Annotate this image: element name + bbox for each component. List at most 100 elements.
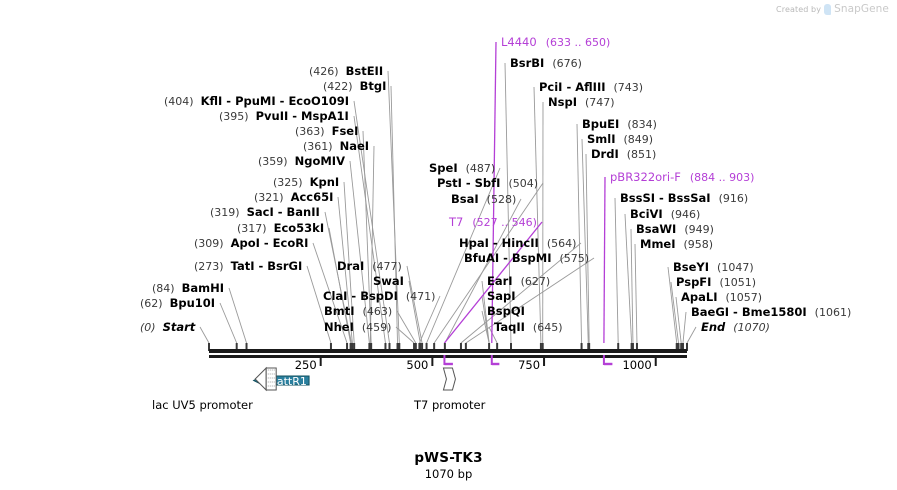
enzyme-name: BseYI bbox=[673, 260, 710, 274]
feature-annotation-label: L4440 (633 .. 650) bbox=[501, 36, 610, 49]
promoter-glyph[interactable] bbox=[254, 366, 277, 392]
enzyme-label: (361) NaeI bbox=[303, 140, 369, 153]
feature-arrow-label: attR1 bbox=[277, 375, 307, 388]
enzyme-name: PciI - AflIII bbox=[539, 80, 606, 94]
feature-span-mark bbox=[490, 355, 500, 366]
enzyme-position: (422) bbox=[323, 80, 353, 93]
enzyme-name: SpeI bbox=[429, 161, 458, 175]
enzyme-name: NaeI bbox=[339, 139, 370, 153]
enzyme-label: (319) SacI - BanII bbox=[210, 206, 320, 219]
promoter-glyph[interactable] bbox=[442, 367, 456, 391]
enzyme-name: TaqII bbox=[494, 320, 525, 334]
enzyme-label: NheI (459) bbox=[324, 321, 391, 334]
enzyme-name: BsaI bbox=[451, 192, 479, 206]
enzyme-position: (404) bbox=[164, 95, 194, 108]
enzyme-label: EarI (627) bbox=[487, 275, 550, 288]
enzyme-label: (422) BtgI bbox=[323, 80, 386, 93]
enzyme-position: (1070) bbox=[733, 321, 770, 334]
enzyme-name: BmtI bbox=[324, 304, 355, 318]
enzyme-label: (62) Bpu10I bbox=[140, 297, 215, 310]
enzyme-position: (325) bbox=[273, 176, 303, 189]
enzyme-name: PvuII - MspA1I bbox=[255, 109, 349, 123]
enzyme-name: BsrBI bbox=[510, 56, 545, 70]
enzyme-position: (1047) bbox=[717, 261, 754, 274]
enzyme-label: DrdI (851) bbox=[591, 148, 656, 161]
enzyme-name: ApaLI bbox=[681, 290, 718, 304]
enzyme-name: BpuEI bbox=[582, 117, 620, 131]
ruler-tick-label: 250 bbox=[295, 358, 317, 372]
enzyme-label: HpaI - HincII (564) bbox=[459, 237, 576, 250]
title-block: pWS-TK3 1070 bp bbox=[0, 450, 897, 481]
enzyme-name: HpaI - HincII bbox=[459, 236, 539, 250]
feature-annotation-label: T7 (527 .. 546) bbox=[449, 216, 537, 229]
feature-annotation-label: pBR322ori-F (884 .. 903) bbox=[610, 171, 754, 184]
enzyme-name: Acc65I bbox=[290, 190, 334, 204]
ruler-tick-label: 500 bbox=[406, 358, 428, 372]
feature-name: L4440 bbox=[501, 35, 537, 49]
enzyme-position: (319) bbox=[210, 206, 240, 219]
enzyme-position: (834) bbox=[627, 118, 657, 131]
enzyme-position: (627) bbox=[520, 275, 551, 288]
enzyme-label: BsaI (528) bbox=[451, 193, 516, 206]
enzyme-position: (0) bbox=[140, 321, 156, 334]
enzyme-position: (363) bbox=[295, 125, 325, 138]
enzyme-position: (916) bbox=[718, 192, 749, 205]
enzyme-label: (426) BstEII bbox=[309, 65, 383, 78]
enzyme-label: BssSI - BssSaI (916) bbox=[620, 192, 748, 205]
feature-span-mark bbox=[443, 355, 453, 366]
ruler-tick-label: 750 bbox=[518, 358, 540, 372]
enzyme-label: (359) NgoMIV bbox=[258, 155, 345, 168]
enzyme-position: (958) bbox=[683, 238, 714, 251]
enzyme-name: NheI bbox=[324, 320, 354, 334]
enzyme-label: (363) FseI bbox=[295, 125, 358, 138]
enzyme-position: (676) bbox=[552, 57, 582, 70]
enzyme-position: (361) bbox=[303, 140, 333, 153]
enzyme-position: (426) bbox=[309, 65, 339, 78]
snapgene-watermark: Created by SnapGene bbox=[776, 3, 889, 15]
enzyme-name: BfuAI - BspMI bbox=[464, 251, 552, 265]
enzyme-label: (0) Start bbox=[140, 321, 195, 334]
enzyme-name: BtgI bbox=[359, 79, 387, 93]
enzyme-label: DraI (477) bbox=[337, 260, 402, 273]
enzyme-label: TaqII (645) bbox=[494, 321, 563, 334]
enzyme-label: BfuAI - BspMI (575) bbox=[464, 252, 589, 265]
enzyme-position: (564) bbox=[546, 237, 577, 250]
enzyme-position: (946) bbox=[670, 208, 701, 221]
enzyme-name: Bpu10I bbox=[169, 296, 216, 310]
enzyme-name: ClaI - BspDI bbox=[323, 289, 398, 303]
enzyme-label: (395) PvuII - MspA1I bbox=[219, 110, 349, 123]
enzyme-label: BspQI bbox=[487, 305, 525, 317]
feature-span-mark bbox=[602, 355, 613, 366]
enzyme-name: FseI bbox=[331, 124, 359, 138]
enzyme-position: (84) bbox=[152, 282, 175, 295]
feature-range: (633 .. 650) bbox=[545, 36, 611, 49]
enzyme-position: (1051) bbox=[719, 276, 757, 289]
feature-name: T7 bbox=[449, 215, 464, 229]
enzyme-position: (851) bbox=[626, 148, 657, 161]
enzyme-name: BsaWI bbox=[636, 222, 677, 236]
enzyme-name: Start bbox=[162, 320, 196, 334]
enzyme-position: (359) bbox=[258, 155, 288, 168]
feature-name: pBR322ori-F bbox=[610, 170, 681, 184]
enzyme-name: BaeGI - Bme1580I bbox=[691, 305, 807, 319]
enzyme-label: NspI (747) bbox=[548, 96, 615, 109]
watermark-brand: SnapGene bbox=[834, 3, 889, 15]
enzyme-name: TatI - BsrGI bbox=[230, 259, 303, 273]
enzyme-position: (504) bbox=[508, 177, 539, 190]
enzyme-name: EarI bbox=[487, 274, 513, 288]
enzyme-label: BciVI (946) bbox=[630, 208, 700, 221]
enzyme-label: SapI bbox=[487, 290, 516, 302]
enzyme-position: (949) bbox=[684, 223, 714, 236]
enzyme-label: BsrBI (676) bbox=[510, 57, 582, 70]
enzyme-name: BamHI bbox=[181, 281, 225, 295]
enzyme-label: (404) KflI - PpuMI - EcoO109I bbox=[164, 95, 349, 108]
enzyme-position: (395) bbox=[219, 110, 249, 123]
enzyme-name: SmlI bbox=[587, 132, 616, 146]
watermark-prefix: Created by bbox=[776, 4, 822, 14]
enzyme-position: (273) bbox=[194, 260, 224, 273]
enzyme-label: (321) Acc65I bbox=[254, 191, 333, 204]
enzyme-position: (321) bbox=[254, 191, 284, 204]
enzyme-label: BsaWI (949) bbox=[636, 223, 714, 236]
page-title: pWS-TK3 bbox=[414, 450, 483, 466]
